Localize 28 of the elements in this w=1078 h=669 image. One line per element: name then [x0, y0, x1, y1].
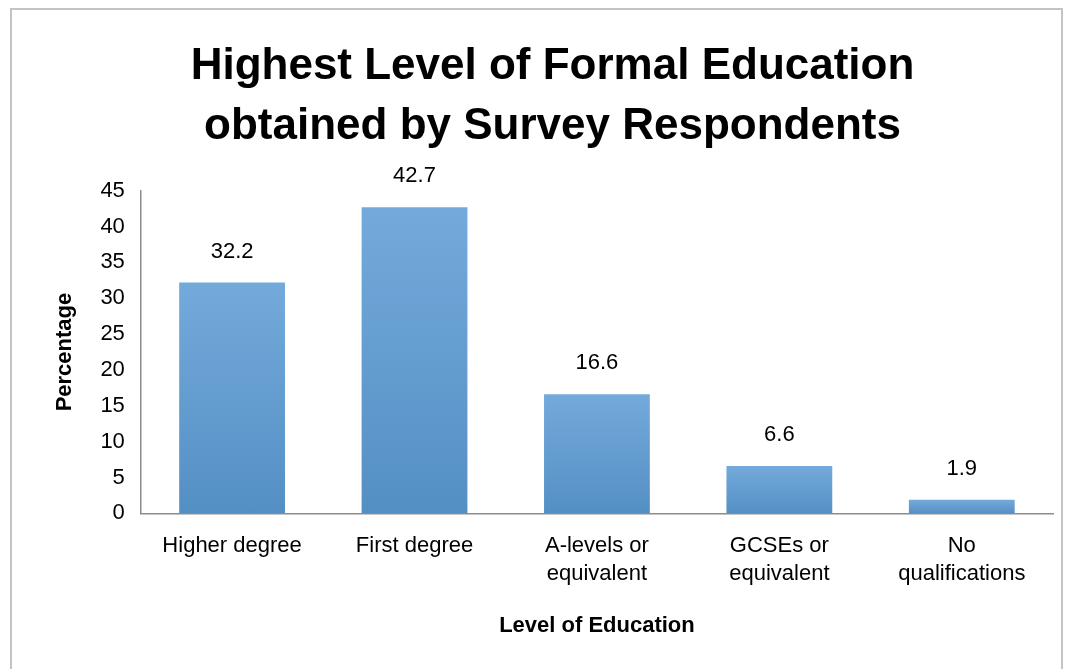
- data-label: 42.7: [393, 162, 436, 188]
- y-tick-label: 45: [100, 176, 125, 202]
- y-tick-label: 10: [100, 427, 125, 453]
- y-tick-label: 25: [100, 320, 125, 346]
- x-tick-label: Higher degree: [162, 531, 302, 557]
- bar: [179, 282, 285, 514]
- bar: [908, 499, 1015, 514]
- y-tick-label: 15: [100, 391, 125, 417]
- y-tick-label: 40: [100, 212, 125, 238]
- y-tick-label: 5: [112, 463, 125, 489]
- x-tick-label: A-levels or equivalent: [544, 531, 649, 586]
- chart-title: Highest Level of Formal Education obtained by Survey Respondents: [190, 39, 915, 148]
- x-axis-title: Level of Education: [499, 611, 695, 637]
- y-tick-label: 30: [100, 284, 125, 310]
- data-label: 6.6: [764, 421, 795, 447]
- data-label: 1.9: [946, 454, 978, 480]
- bar: [544, 394, 650, 514]
- data-label: 32.2: [210, 237, 254, 263]
- data-label: 16.6: [575, 349, 619, 375]
- x-tick-label: GCSEs or equivalent: [729, 531, 830, 586]
- y-tick-label: 0: [112, 499, 125, 525]
- x-tick-label: First degree: [355, 531, 474, 557]
- y-axis-title: Percentage: [51, 292, 77, 412]
- y-tick-label: 20: [100, 356, 125, 382]
- bar: [726, 466, 833, 514]
- bar: [361, 207, 468, 514]
- y-tick-label: 35: [100, 248, 125, 274]
- x-tick-label: No qualifications: [898, 531, 1026, 586]
